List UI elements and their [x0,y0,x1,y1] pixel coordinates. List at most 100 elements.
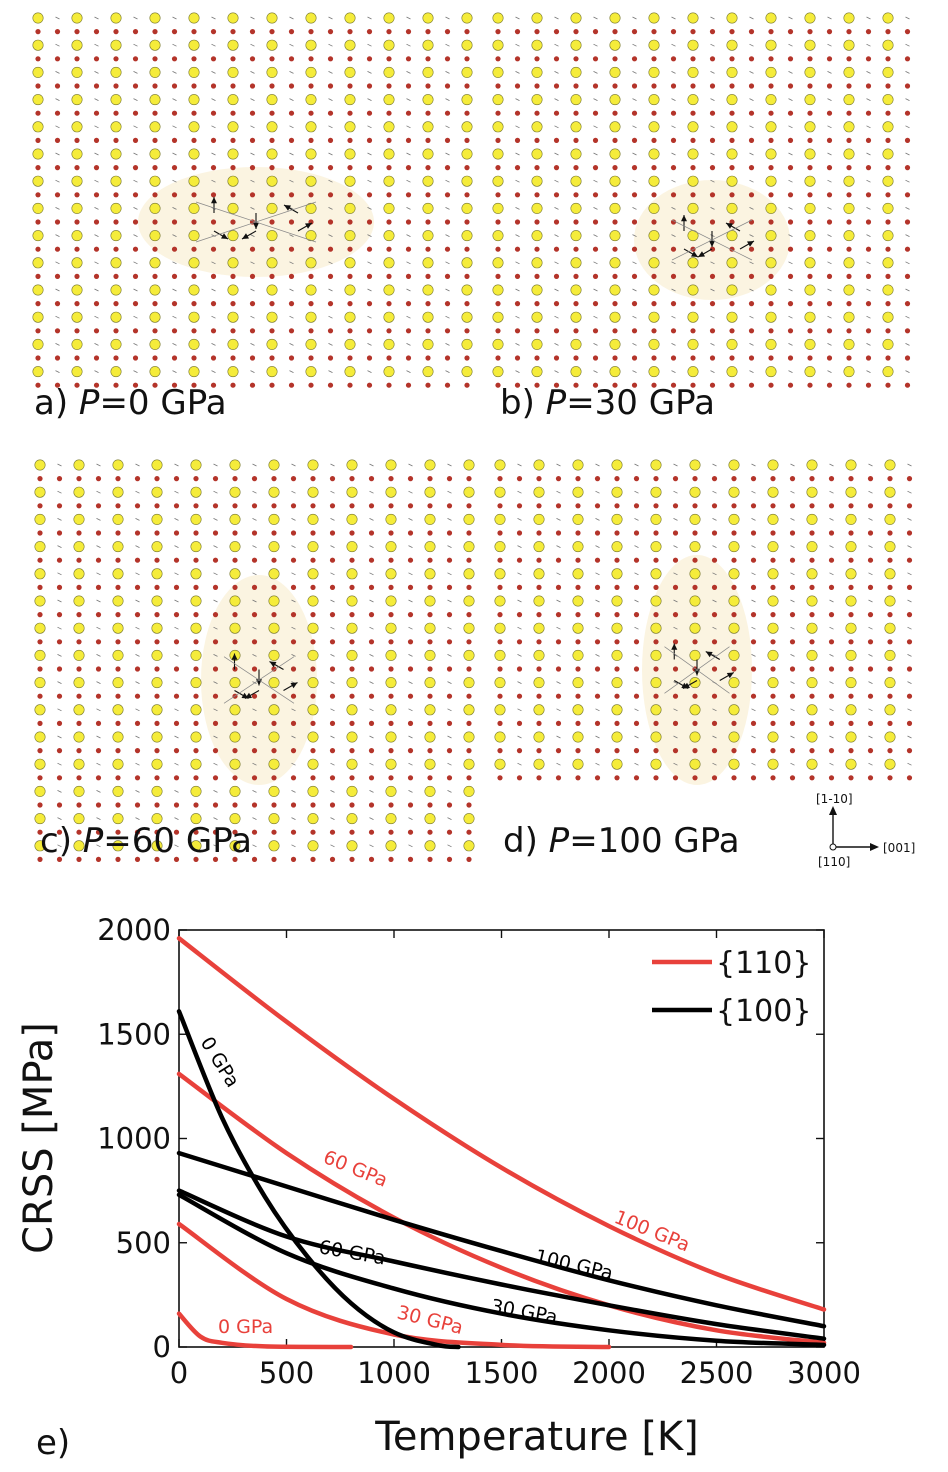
red-atom [592,273,599,279]
red-atom [251,720,258,727]
displacement-tick [595,490,600,494]
red-atom [230,29,236,35]
red-atom [497,748,503,754]
yellow-atom [424,813,436,825]
red-atom [115,612,121,618]
displacement-tick [408,735,413,739]
red-atom [555,612,562,618]
displacement-tick [291,844,296,848]
red-atom [731,775,737,781]
red-atom [614,503,620,509]
red-atom [444,273,451,279]
red-atom [514,192,521,198]
red-atom [193,612,199,618]
red-atom [232,639,238,645]
red-atom [193,856,199,863]
yellow-atom [726,366,738,378]
yellow-atom [531,366,543,378]
red-atom [93,273,100,279]
red-atom [405,110,412,116]
red-atom [308,29,314,35]
displacement-tick [57,790,62,793]
yellow-atom [884,568,896,580]
red-atom [271,584,277,591]
red-atom [466,856,472,863]
displacement-tick [827,234,832,237]
displacement-tick [829,762,834,766]
displacement-tick [790,708,795,712]
red-atom [828,693,835,699]
red-atom [770,557,776,563]
yellow-atom [650,758,662,770]
red-atom [514,165,521,171]
red-atom [809,584,815,591]
red-atom [37,666,43,672]
displacement-tick [751,490,756,494]
yellow-atom [463,758,475,770]
displacement-tick [96,599,101,603]
yellow-atom [190,704,202,716]
red-atom [388,612,394,618]
displacement-tick [595,599,600,603]
yellow-atom [34,568,46,580]
red-atom [191,328,197,334]
yellow-atom [344,12,356,24]
red-atom [347,219,353,225]
displacement-tick [367,43,372,47]
displacement-tick [406,288,411,292]
yellow-atom [687,175,699,187]
red-atom [288,165,295,171]
red-atom [846,382,852,388]
red-atom [466,557,472,563]
displacement-tick [517,545,522,548]
red-atom [887,584,893,591]
displacement-tick [211,43,216,47]
displacement-tick [447,654,452,657]
yellow-atom [424,595,436,607]
red-atom [789,748,796,754]
red-atom [770,748,776,754]
displacement-tick [751,463,756,467]
red-atom [251,503,258,509]
red-atom [711,748,718,754]
red-atom [573,219,579,225]
red-atom [534,83,540,89]
red-atom [366,137,373,143]
displacement-tick [135,844,140,848]
yellow-atom [190,568,202,580]
red-atom [575,748,581,754]
red-atom [56,612,63,618]
red-atom [230,192,236,198]
red-atom [271,802,277,808]
red-atom [54,301,61,307]
red-atom [230,137,236,143]
red-atom [516,693,523,699]
yellow-atom [533,541,545,553]
red-atom [612,56,618,62]
displacement-tick [367,370,372,373]
yellow-atom [531,284,543,296]
yellow-atom [687,202,699,214]
yellow-atom [188,39,200,51]
red-atom [614,666,620,672]
displacement-tick [57,708,62,712]
red-atom [553,192,560,198]
displacement-tick [634,654,639,657]
red-atom [308,192,314,198]
yellow-atom [73,622,85,634]
displacement-tick [408,654,413,657]
yellow-atom [266,121,278,133]
displacement-tick [94,125,99,129]
red-atom [906,666,913,672]
displacement-tick [593,152,598,156]
yellow-atom [843,230,855,242]
yellow-atom [73,459,85,471]
yellow-atom [884,459,896,471]
red-atom [191,355,197,361]
yellow-atom [112,649,124,661]
origin-marker [829,843,837,851]
red-atom [132,328,139,334]
yellow-atom [383,12,395,24]
yellow-atom [305,12,317,24]
red-atom [288,382,295,388]
